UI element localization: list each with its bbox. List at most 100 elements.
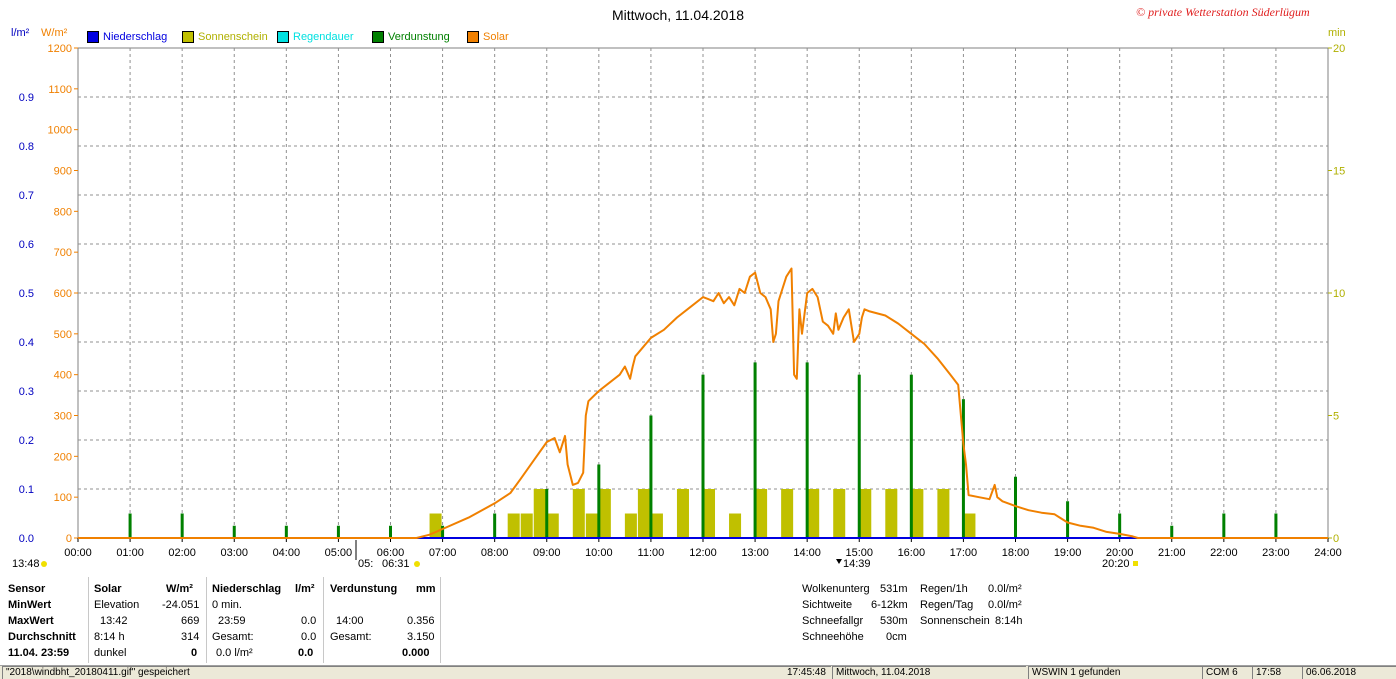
cloud-label-2: Schneefallgr	[802, 615, 864, 627]
y-tick-rain: 0.0	[19, 533, 34, 545]
solar-min-value: -24.051	[162, 599, 200, 611]
sunshine-bar	[729, 513, 742, 538]
marker-max-triangle	[836, 559, 842, 564]
evaporation-bar	[961, 399, 965, 538]
unit-rain-left: l/m²	[11, 27, 30, 39]
evaporation-bar	[701, 374, 705, 538]
y-tick-solar: 700	[54, 247, 72, 259]
copyright-text: © private Wetterstation Süderlügum	[1136, 5, 1310, 19]
evaporation-bar	[1222, 513, 1226, 538]
solar-avg-value: 314	[181, 631, 200, 643]
cloud-label-0: Wolkenunterg	[802, 583, 870, 595]
y-tick-solar: 1000	[48, 125, 72, 137]
sunshine-bar	[859, 489, 872, 538]
y-tick-solar: 400	[54, 370, 72, 382]
rain-min-label: 0 min.	[212, 599, 242, 611]
marker-sun-icon-2	[414, 561, 420, 567]
rain-max-value: 0.0	[301, 615, 317, 627]
evap-unit: mm	[416, 583, 436, 595]
row-label-max: MaxWert	[8, 615, 54, 627]
rain-max-label: 23:59	[218, 615, 246, 627]
sunshine-bar	[572, 489, 585, 538]
solar-min-label: Elevation	[94, 599, 140, 611]
legend-swatch	[467, 31, 479, 43]
evap-max-value: 0.356	[407, 615, 435, 627]
legend-label: Sonnenschein	[198, 31, 268, 43]
unit-minutes-right: min	[1328, 27, 1346, 39]
legend-item-sonnenschein: Sonnenschein	[182, 31, 268, 43]
rain-header: Niederschlag	[212, 583, 282, 595]
evaporation-bar	[128, 513, 132, 538]
legend-label: Solar	[483, 31, 509, 43]
solar-current-label: dunkel	[94, 647, 127, 659]
status-wswin: WSWIN 1 gefunden	[1028, 666, 1202, 679]
evaporation-bar	[857, 374, 861, 538]
sunshine-bar	[429, 513, 442, 538]
cloud-value-0: 531m	[880, 583, 908, 595]
y-tick-rain: 0.1	[19, 484, 34, 496]
sunshine-bar	[781, 489, 794, 538]
sunshine-bar	[911, 489, 924, 538]
x-tick-label: 08:00	[481, 547, 509, 559]
legend-item-verdunstung: Verdunstung	[372, 31, 450, 43]
sunshine-bar	[676, 489, 689, 538]
y-tick-rain: 0.6	[19, 239, 34, 251]
marker-max-time: 14:39	[843, 558, 871, 570]
rain-current-value: 0.0	[298, 647, 314, 659]
evaporation-bar	[597, 464, 601, 538]
evaporation-bar	[1014, 476, 1017, 538]
evaporation-bar	[545, 489, 549, 538]
chart-title: Mittwoch, 11.04.2018	[612, 7, 745, 23]
rain-unit: l/m²	[295, 583, 315, 595]
sunshine-bar	[533, 489, 546, 538]
row-label-current: 11.04. 23:59	[8, 647, 70, 659]
solar-unit: W/m²	[166, 583, 193, 595]
sunshine-bar	[546, 513, 559, 538]
rain-info-value-0: 0.0l/m²	[988, 583, 1022, 595]
legend-label: Regendauer	[293, 31, 354, 43]
x-tick-label: 03:00	[220, 547, 248, 559]
rain-info-value-2: 8:14h	[995, 615, 1023, 627]
y-tick-solar: 300	[54, 411, 72, 423]
marker-sun-icon	[41, 561, 47, 567]
marker-sunset-icon	[1133, 561, 1138, 566]
solar-current-value: 0	[191, 647, 198, 659]
x-tick-label: 09:00	[533, 547, 561, 559]
cloud-label-1: Sichtweite	[802, 599, 853, 611]
status-date: Mittwoch, 11.04.2018	[832, 666, 1026, 679]
legend-swatch	[87, 31, 99, 43]
status-clock: 17:58	[1252, 666, 1302, 679]
sunshine-bar	[637, 489, 650, 538]
marker-sunrise-2: 06:31	[382, 558, 410, 570]
y-tick-solar: 800	[54, 206, 72, 218]
legend-item-regendauer: Regendauer	[277, 31, 354, 43]
rain-info-value-1: 0.0l/m²	[988, 599, 1022, 611]
status-file: "2018\windbht_20180411.gif" gespeichert	[2, 666, 826, 679]
y-tick-minutes: 20	[1333, 43, 1345, 55]
rain-current-label: 0.0 l/m²	[216, 647, 253, 659]
rain-total-value: 0.0	[301, 631, 317, 643]
legend-item-solar: Solar	[467, 31, 509, 43]
weather-chart: 0.00.10.20.30.40.50.60.70.80.90100200300…	[12, 43, 1345, 570]
x-tick-label: 13:00	[741, 547, 769, 559]
unit-solar-left: W/m²	[41, 27, 68, 39]
y-tick-minutes: 0	[1333, 533, 1339, 545]
evaporation-bar	[753, 362, 757, 538]
cloud-label-3: Schneehöhe	[802, 631, 864, 643]
sunshine-bar	[963, 513, 976, 538]
solar-header: Solar	[94, 583, 122, 595]
rain-info-label-0: Regen/1h	[920, 583, 968, 595]
x-tick-label: 04:00	[273, 547, 301, 559]
status-time: 17:45:48	[784, 666, 831, 679]
x-tick-label: 18:00	[1002, 547, 1030, 559]
y-tick-rain: 0.4	[19, 337, 34, 349]
x-tick-label: 01:00	[116, 547, 144, 559]
status-today: 06.06.2018	[1302, 666, 1396, 679]
evap-max-label: 14:00	[336, 615, 364, 627]
row-label-avg: Durchschnitt	[8, 631, 76, 643]
marker-min-time: 13:48	[12, 558, 40, 570]
x-tick-label: 20:00	[1106, 547, 1134, 559]
row-label-min: MinWert	[8, 599, 52, 611]
y-tick-minutes: 10	[1333, 288, 1345, 300]
evaporation-bar	[180, 513, 184, 538]
